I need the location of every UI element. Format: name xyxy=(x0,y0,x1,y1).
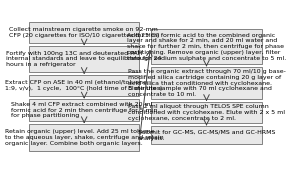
Text: Fortify with 100ng 13C and deuterated PAH
internal standards and leave to equili: Fortify with 100ng 13C and deuterated PA… xyxy=(6,51,162,67)
Text: Retain organic (upper) level. Add 25 ml toluene
to the aqueous layer, shake, cen: Retain organic (upper) level. Add 25 ml … xyxy=(5,129,164,146)
FancyBboxPatch shape xyxy=(151,67,262,99)
FancyBboxPatch shape xyxy=(151,29,262,64)
Text: Submit for GC-MS, GC-MS/MS and GC-HRMS
analysis.: Submit for GC-MS, GC-MS/MS and GC-HRMS a… xyxy=(138,130,275,141)
FancyBboxPatch shape xyxy=(29,124,139,151)
Text: Add 25 ml formic acid to the combined organic
layer and shake for 2 min, add 20 : Add 25 ml formic acid to the combined or… xyxy=(127,33,286,61)
FancyBboxPatch shape xyxy=(151,126,262,144)
Text: Pass 2 ml aliquot through TELOS SPE column
conditioned with cyclohexane. Elute w: Pass 2 ml aliquot through TELOS SPE colu… xyxy=(128,104,285,121)
FancyBboxPatch shape xyxy=(29,22,139,43)
Text: Collect mainstream cigarette smoke on 92-mm
CFP (20 cigarettes for ISO/10 cigare: Collect mainstream cigarette smoke on 92… xyxy=(9,27,159,38)
Text: Pass the organic extract through 70 ml/10 g base-
modified silica cartridge cont: Pass the organic extract through 70 ml/1… xyxy=(127,69,285,97)
FancyBboxPatch shape xyxy=(29,99,139,121)
Text: Extract CFP on ASE in 40 ml (ethanol/toluene
1:9, v/v),  1 cycle,  100°C (hold t: Extract CFP on ASE in 40 ml (ethanol/tol… xyxy=(6,80,163,91)
FancyBboxPatch shape xyxy=(29,75,139,96)
Text: Shake 4 ml CFP extract combined with 20 ml
formic acid for 2 min then centrifuge: Shake 4 ml CFP extract combined with 20 … xyxy=(11,102,157,118)
FancyBboxPatch shape xyxy=(151,102,262,123)
FancyBboxPatch shape xyxy=(29,46,139,72)
